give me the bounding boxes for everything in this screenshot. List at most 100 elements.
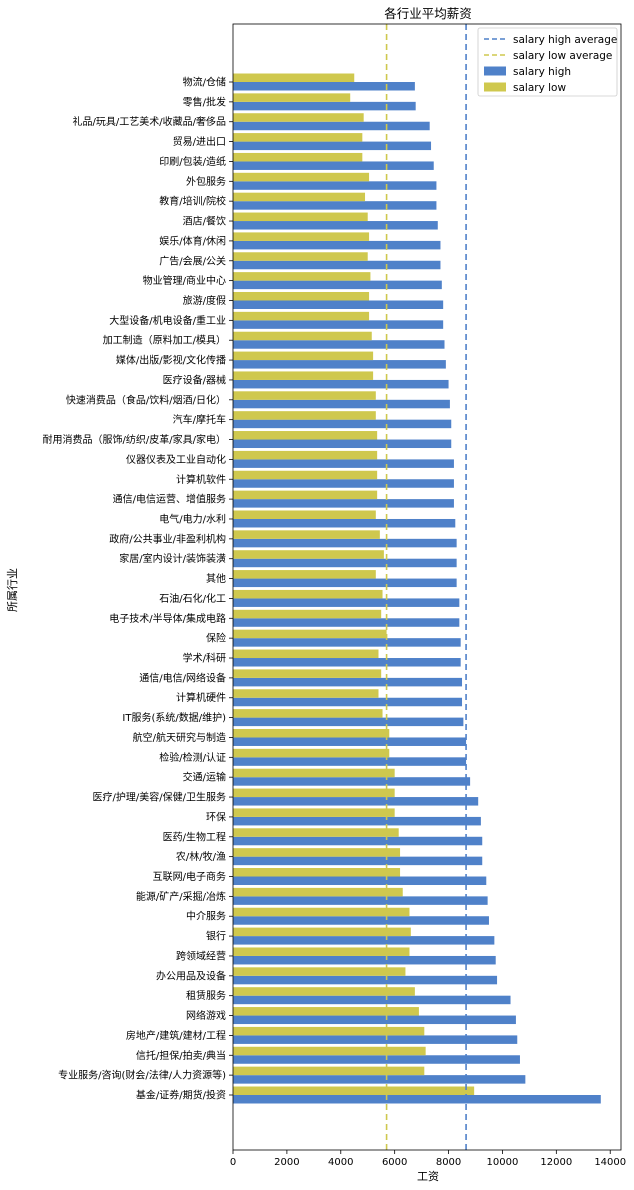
bar-salary-high-cat-4 xyxy=(233,161,434,170)
bar-salary-high-cat-20 xyxy=(233,479,454,488)
bar-salary-high-cat-23 xyxy=(233,538,457,548)
y-tick-label: IT服务(系统/数据/维护) xyxy=(122,711,226,724)
y-tick-label: 贸易/进出口 xyxy=(173,135,226,148)
x-tick-label: 12000 xyxy=(540,1157,572,1168)
legend-salary-high-label: salary high xyxy=(513,66,571,78)
bar-salary-high-cat-44 xyxy=(233,955,496,965)
bar-salary-low-cat-3 xyxy=(233,133,363,142)
y-tick-label: 教育/培训/院校 xyxy=(159,195,226,208)
bar-salary-high-cat-22 xyxy=(233,518,456,528)
y-tick-label: 汽车/摩托车 xyxy=(173,413,226,426)
bar-salary-high-cat-12 xyxy=(233,320,444,329)
bar-salary-high-cat-39 xyxy=(233,856,483,866)
bar-salary-high-cat-13 xyxy=(233,340,445,349)
x-tick-label: 0 xyxy=(230,1157,236,1168)
bar-salary-high-cat-35 xyxy=(233,777,471,786)
y-tick-label: 办公用品及设备 xyxy=(156,969,226,982)
bar-salary-low-cat-6 xyxy=(233,192,366,202)
bar-salary-high-cat-32 xyxy=(233,717,464,727)
bar-salary-high-cat-42 xyxy=(233,916,489,925)
axes: 物流/仓储零售/批发礼品/玩具/工艺美术/收藏品/奢侈品贸易/进出口印刷/包装/… xyxy=(43,23,626,1168)
bar-salary-high-cat-31 xyxy=(233,697,463,707)
y-tick-label: 家居/室内设计/装饰装潢 xyxy=(119,552,226,565)
bar-salary-high-cat-46 xyxy=(233,995,511,1005)
bar-salary-low-cat-26 xyxy=(233,589,383,599)
bar-salary-high-cat-51 xyxy=(233,1095,601,1104)
bar-salary-high-cat-18 xyxy=(233,439,452,449)
legend-salary-low-swatch xyxy=(484,82,506,92)
x-axis-title: 工资 xyxy=(417,1170,439,1183)
bar-salary-high-cat-8 xyxy=(233,240,441,250)
bar-salary-low-cat-19 xyxy=(233,450,378,460)
bar-salary-high-cat-48 xyxy=(233,1035,518,1044)
y-tick-label: 印刷/包装/造纸 xyxy=(159,155,226,168)
legend-salary-high-swatch xyxy=(484,66,506,76)
x-tick-label: 4000 xyxy=(328,1157,353,1168)
bar-salary-low-cat-1 xyxy=(233,93,351,102)
bar-salary-high-cat-43 xyxy=(233,936,495,945)
bar-salary-low-cat-22 xyxy=(233,510,376,519)
bar-salary-high-cat-41 xyxy=(233,896,488,905)
bar-salary-high-cat-15 xyxy=(233,379,449,389)
bar-salary-low-cat-45 xyxy=(233,967,406,976)
bar-salary-high-cat-27 xyxy=(233,618,460,627)
bar-salary-low-cat-2 xyxy=(233,113,364,122)
y-tick-label: 电子技术/半导体/集成电路 xyxy=(109,612,226,625)
bar-salary-high-cat-0 xyxy=(233,82,415,91)
bar-salary-low-cat-29 xyxy=(233,649,379,659)
bar-salary-low-cat-50 xyxy=(233,1066,425,1076)
y-tick-label: 娱乐/体育/休闲 xyxy=(159,234,226,247)
y-tick-label: 仪器仪表及工业自动化 xyxy=(126,453,226,466)
y-tick-label: 计算机硬件 xyxy=(176,691,226,704)
y-tick-label: 医药/生物工程 xyxy=(163,830,226,843)
y-tick-label: 石油/石化/化工 xyxy=(159,592,226,605)
bar-salary-high-cat-19 xyxy=(233,459,454,468)
bar-salary-low-cat-20 xyxy=(233,470,378,480)
bar-salary-high-cat-38 xyxy=(233,836,483,846)
bar-salary-low-cat-9 xyxy=(233,252,368,261)
bar-salary-low-cat-7 xyxy=(233,212,368,222)
bar-salary-low-cat-14 xyxy=(233,351,374,361)
y-tick-label: 航空/航天研究与制造 xyxy=(133,731,226,744)
bar-salary-high-cat-2 xyxy=(233,121,430,131)
x-tick-label: 2000 xyxy=(274,1157,299,1168)
bar-salary-low-cat-8 xyxy=(233,232,370,241)
bar-salary-high-cat-10 xyxy=(233,280,442,290)
bar-salary-high-cat-7 xyxy=(233,221,438,230)
bar-salary-high-cat-33 xyxy=(233,737,467,746)
y-tick-label: 网络游戏 xyxy=(186,1009,226,1022)
bar-salary-low-cat-30 xyxy=(233,669,382,678)
legend-salary-high-average-label: salary high average xyxy=(513,34,617,46)
bar-salary-high-cat-21 xyxy=(233,499,454,508)
bar-salary-high-cat-17 xyxy=(233,419,452,429)
bar-salary-high-cat-9 xyxy=(233,260,441,270)
y-tick-label: 计算机软件 xyxy=(176,473,226,486)
bar-salary-high-cat-34 xyxy=(233,757,467,766)
bar-salary-low-cat-21 xyxy=(233,490,378,500)
bar-salary-low-cat-41 xyxy=(233,887,403,897)
bar-salary-low-cat-34 xyxy=(233,748,390,758)
bar-salary-low-cat-5 xyxy=(233,172,370,182)
y-tick-label: 耐用消费品（服饰/纺织/皮革/家具/家电） xyxy=(43,433,226,446)
bar-salary-low-cat-15 xyxy=(233,371,374,380)
bar-salary-high-cat-14 xyxy=(233,360,446,369)
y-tick-label: 广告/会展/公关 xyxy=(159,254,226,267)
bar-salary-low-cat-10 xyxy=(233,272,371,281)
bar-salary-low-cat-17 xyxy=(233,411,376,420)
y-tick-label: 礼品/玩具/工艺美术/收藏品/奢侈品 xyxy=(73,115,226,128)
bar-salary-high-cat-5 xyxy=(233,181,437,190)
bar-salary-high-cat-16 xyxy=(233,399,450,409)
plot-frame xyxy=(232,23,622,1151)
y-tick-label: 酒店/餐饮 xyxy=(183,215,226,228)
chart-title: 各行业平均薪资 xyxy=(384,6,472,21)
bar-salary-high-cat-28 xyxy=(233,638,461,647)
y-tick-label: 快速消费品（食品/饮料/烟酒/日化） xyxy=(66,393,226,406)
legend-salary-low-average-label: salary low average xyxy=(513,50,612,62)
bar-salary-low-cat-37 xyxy=(233,808,395,817)
y-tick-label: 学术/科研 xyxy=(183,652,226,665)
y-tick-label: 基金/证券/期货/投资 xyxy=(136,1089,226,1102)
y-tick-label: 物业管理/商业中心 xyxy=(143,274,226,287)
y-axis-title: 所属行业 xyxy=(6,568,19,612)
y-tick-label: 医疗设备/器械 xyxy=(163,373,226,386)
